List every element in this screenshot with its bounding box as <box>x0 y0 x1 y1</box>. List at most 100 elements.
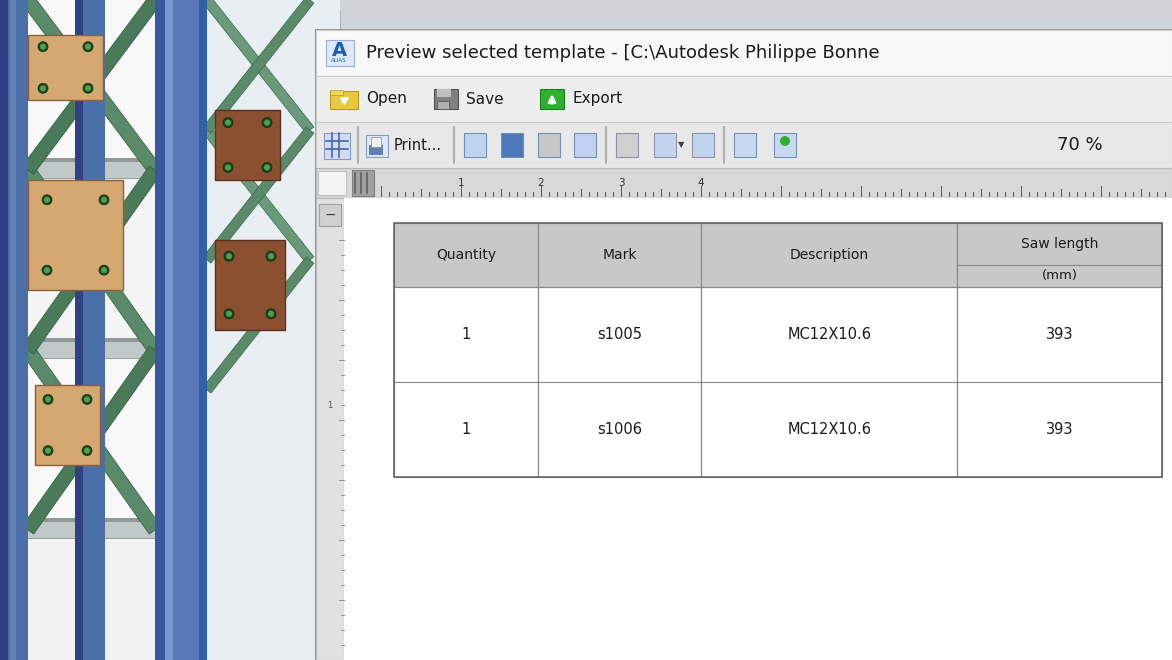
Circle shape <box>266 251 275 261</box>
Bar <box>958 265 1161 287</box>
Circle shape <box>82 446 91 455</box>
Text: (mm): (mm) <box>1042 269 1077 282</box>
Polygon shape <box>0 298 340 337</box>
Circle shape <box>101 267 107 273</box>
Bar <box>394 382 538 477</box>
Text: 1: 1 <box>462 422 471 437</box>
Circle shape <box>84 447 90 453</box>
Circle shape <box>83 42 93 51</box>
Bar <box>394 287 538 382</box>
Text: Mark: Mark <box>602 248 638 262</box>
Bar <box>165 0 173 660</box>
Bar <box>0 0 340 660</box>
Circle shape <box>45 397 52 403</box>
Text: Save: Save <box>466 92 504 106</box>
Bar <box>0 0 8 660</box>
Bar <box>394 223 1161 477</box>
Polygon shape <box>203 0 314 133</box>
Bar <box>0 0 28 660</box>
Circle shape <box>45 267 50 273</box>
Circle shape <box>223 162 233 172</box>
Bar <box>369 145 383 155</box>
Circle shape <box>40 44 46 50</box>
Bar <box>372 137 381 147</box>
Bar <box>394 223 538 287</box>
Bar <box>35 385 100 465</box>
Circle shape <box>98 195 109 205</box>
Bar <box>316 30 1172 76</box>
Bar <box>701 223 958 287</box>
Bar <box>316 30 1172 660</box>
Circle shape <box>223 117 233 127</box>
Text: MC12X10.6: MC12X10.6 <box>788 422 871 437</box>
Bar <box>701 287 958 382</box>
Polygon shape <box>0 57 340 93</box>
Bar <box>199 0 207 660</box>
Circle shape <box>43 395 53 405</box>
Bar <box>654 133 676 157</box>
Bar <box>0 158 155 162</box>
Circle shape <box>264 164 270 170</box>
Bar <box>28 180 123 290</box>
Polygon shape <box>0 192 340 238</box>
Polygon shape <box>0 122 340 163</box>
Circle shape <box>268 311 274 317</box>
Bar <box>316 198 345 660</box>
Circle shape <box>86 85 91 91</box>
Polygon shape <box>22 346 161 534</box>
Circle shape <box>263 162 272 172</box>
Bar <box>958 382 1161 477</box>
Bar <box>538 287 701 382</box>
Text: 70 %: 70 % <box>1057 136 1103 154</box>
Bar <box>958 223 1161 265</box>
Circle shape <box>263 117 272 127</box>
Bar <box>538 382 701 477</box>
Text: Print...: Print... <box>394 137 442 152</box>
Circle shape <box>40 85 46 91</box>
Text: 1: 1 <box>327 401 333 411</box>
Bar <box>434 89 458 109</box>
Text: 1: 1 <box>462 327 471 342</box>
Bar <box>318 171 346 195</box>
Circle shape <box>45 197 50 203</box>
Bar <box>366 135 388 157</box>
Bar <box>345 198 1172 660</box>
Bar <box>28 350 155 530</box>
Circle shape <box>226 311 232 317</box>
Bar <box>774 133 796 157</box>
Polygon shape <box>203 257 314 393</box>
Bar <box>28 0 155 170</box>
Text: 393: 393 <box>1045 327 1074 342</box>
Text: 393: 393 <box>1045 422 1074 437</box>
Bar <box>734 133 756 157</box>
Bar <box>11 0 16 660</box>
Text: Export: Export <box>572 92 622 106</box>
Text: Description: Description <box>790 248 868 262</box>
Circle shape <box>45 447 52 453</box>
Bar <box>0 518 155 522</box>
Text: ▼: ▼ <box>677 141 684 150</box>
Text: 1: 1 <box>458 178 464 188</box>
Bar <box>319 204 341 226</box>
Bar <box>538 223 701 287</box>
Text: Saw length: Saw length <box>1021 237 1098 251</box>
Circle shape <box>83 83 93 93</box>
Bar <box>500 133 523 157</box>
Circle shape <box>268 253 274 259</box>
Circle shape <box>781 136 790 146</box>
Circle shape <box>225 119 231 125</box>
Polygon shape <box>0 11 340 49</box>
Text: Preview selected template - [C:\Autodesk Philippe Bonne: Preview selected template - [C:\Autodesk… <box>366 44 880 62</box>
Circle shape <box>266 309 275 319</box>
Polygon shape <box>22 0 161 174</box>
Text: −: − <box>325 208 336 222</box>
Polygon shape <box>203 127 314 263</box>
Bar <box>323 133 350 159</box>
Circle shape <box>86 44 91 50</box>
Polygon shape <box>22 0 161 174</box>
Bar <box>538 133 560 157</box>
Bar <box>214 110 280 180</box>
Bar <box>28 35 103 100</box>
Circle shape <box>101 197 107 203</box>
Bar <box>701 382 958 477</box>
